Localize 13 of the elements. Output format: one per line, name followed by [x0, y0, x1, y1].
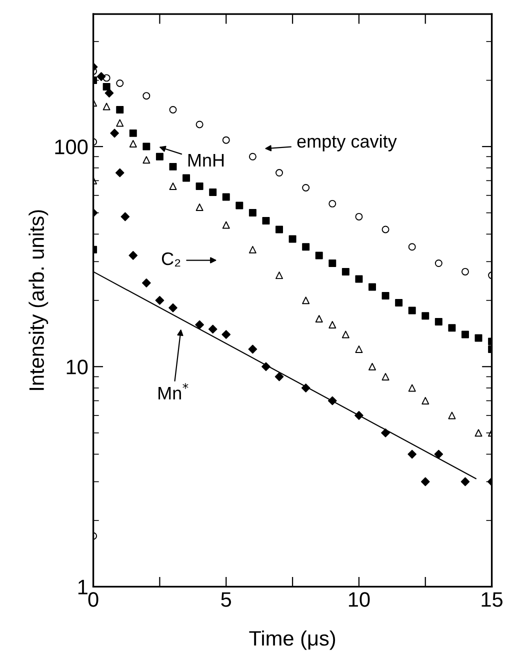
x-tick-label: 0 — [88, 592, 98, 607]
x-axis-title: Time (μs) — [249, 630, 336, 650]
annotation: MnH — [188, 154, 224, 166]
annotation: C₂ — [162, 252, 180, 267]
y-tick-label: 1 — [78, 580, 88, 594]
annotation: Mn$^{*}$ — [158, 383, 188, 400]
y-axis-title: Intensity (arb. units) — [28, 210, 48, 390]
x-tick-label: 10 — [348, 592, 370, 607]
x-tick-label: 5 — [221, 592, 232, 607]
y-tick-label: 10 — [66, 360, 88, 374]
x-tick-label: 15 — [482, 592, 503, 607]
y-tick-label: 100 — [55, 140, 88, 154]
annotation: empty cavity — [297, 134, 397, 152]
